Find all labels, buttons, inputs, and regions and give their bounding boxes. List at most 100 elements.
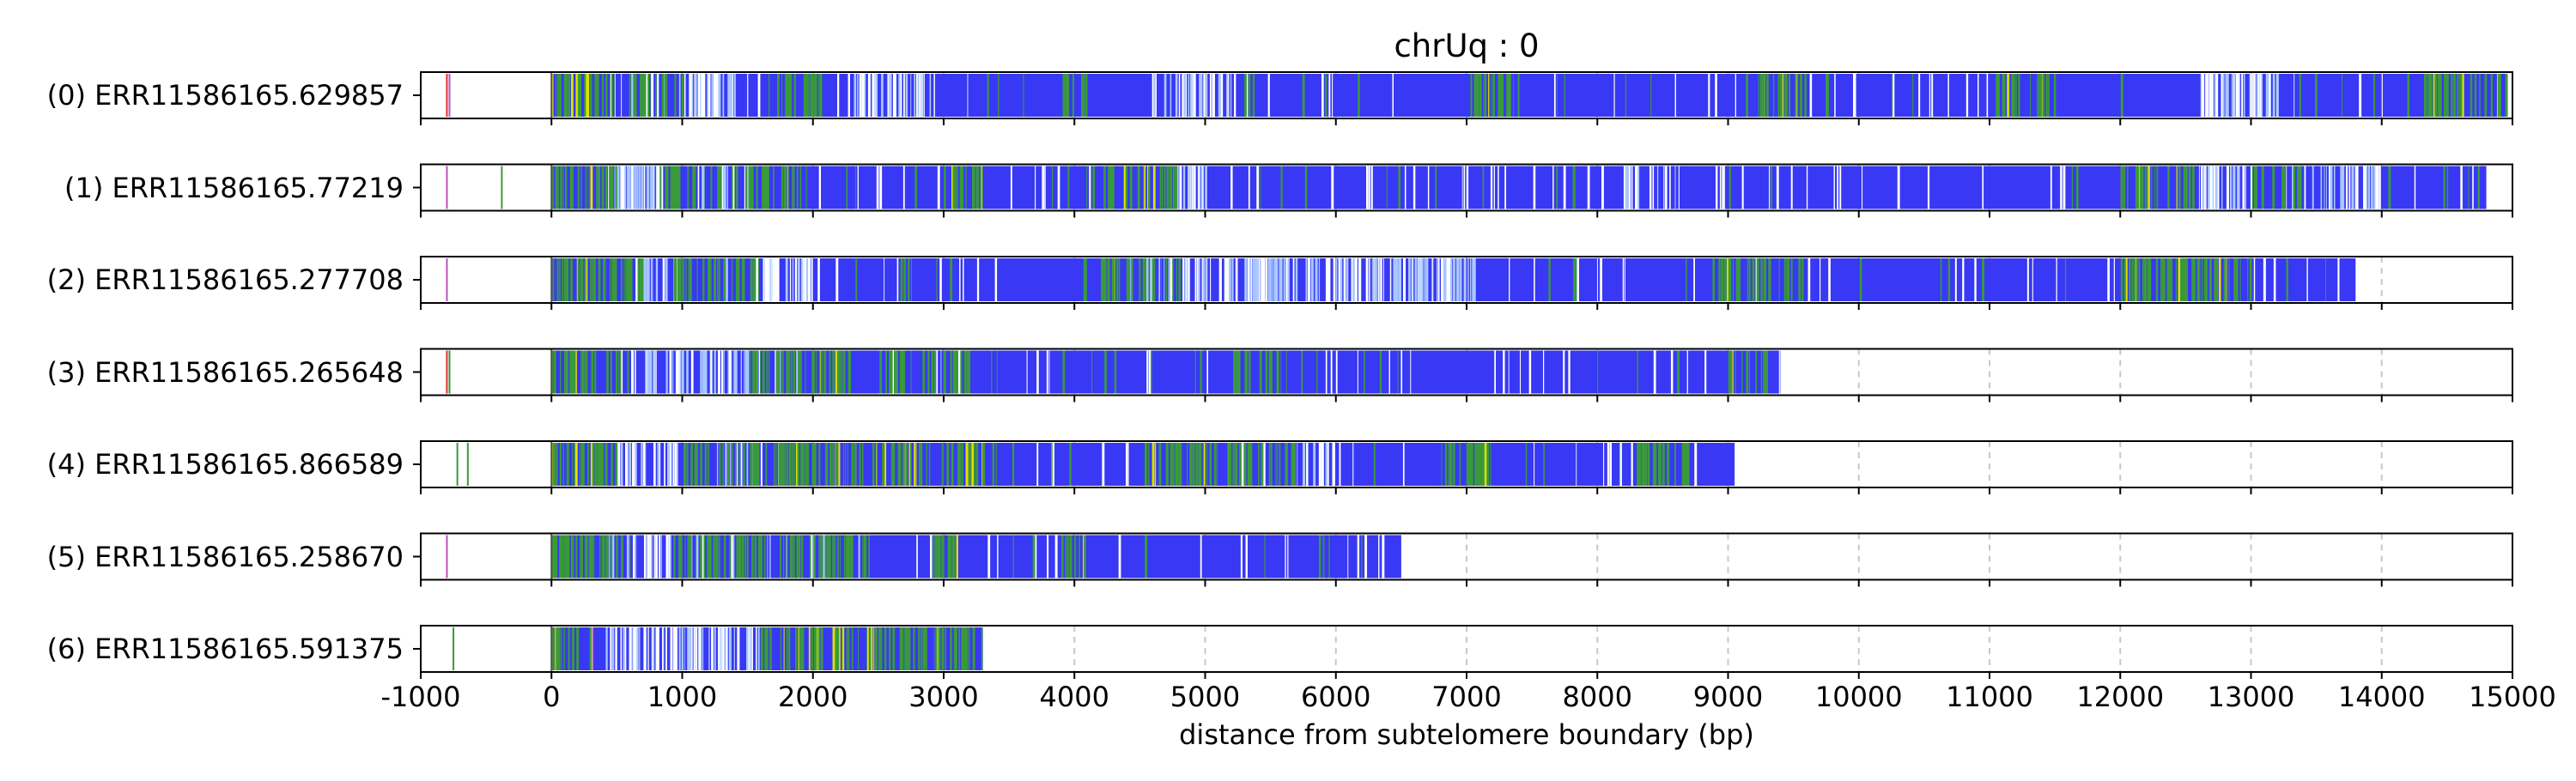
base-mark: [809, 535, 812, 578]
base-mark: [1676, 350, 1680, 394]
base-mark: [792, 443, 794, 486]
base-mark: [572, 627, 574, 670]
base-mark: [996, 350, 998, 394]
base-mark: [1316, 350, 1318, 394]
base-mark: [1354, 258, 1357, 301]
base-mark: [708, 535, 710, 578]
base-mark: [2037, 74, 2039, 117]
base-mark: [1143, 166, 1145, 209]
base-mark: [1761, 74, 1764, 117]
base-mark: [2163, 258, 2166, 301]
base-mark: [553, 443, 556, 486]
base-mark: [1746, 74, 1748, 117]
base-mark: [910, 350, 912, 394]
base-mark: [732, 74, 734, 117]
base-mark: [1501, 74, 1504, 117]
base-mark: [1187, 258, 1190, 301]
base-mark: [1441, 258, 1443, 301]
base-mark: [605, 74, 608, 117]
base-mark: [665, 535, 669, 578]
base-mark: [626, 535, 629, 578]
base-mark: [674, 627, 676, 670]
base-mark: [904, 627, 907, 670]
base-mark: [744, 535, 747, 578]
base-mark: [800, 258, 804, 301]
base-mark: [2251, 166, 2253, 209]
base-mark: [764, 258, 768, 301]
base-mark: [1248, 74, 1251, 117]
base-mark: [726, 627, 727, 670]
base-mark: [759, 535, 761, 578]
base-mark: [1674, 443, 1677, 486]
base-mark: [781, 74, 783, 117]
base-mark: [1155, 166, 1157, 209]
base-mark: [804, 258, 807, 301]
base-mark: [2325, 258, 2326, 301]
base-mark: [1760, 258, 1762, 301]
base-mark: [740, 350, 743, 394]
base-mark: [963, 350, 967, 394]
base-mark: [555, 627, 556, 670]
base-mark: [1148, 443, 1150, 486]
base-mark: [1113, 258, 1115, 301]
base-mark: [2272, 166, 2275, 209]
base-mark: [553, 350, 556, 394]
base-mark: [1382, 535, 1385, 578]
base-mark: [783, 627, 785, 670]
base-mark: [1126, 258, 1128, 301]
base-mark: [1212, 74, 1215, 117]
base-mark: [1763, 350, 1765, 394]
base-mark: [916, 74, 918, 117]
base-mark: [636, 258, 640, 301]
base-mark: [1188, 74, 1189, 117]
base-mark: [723, 535, 726, 578]
base-mark: [746, 350, 750, 394]
base-mark: [811, 258, 813, 301]
base-mark: [936, 258, 938, 301]
base-mark: [850, 535, 852, 578]
base-mark: [1346, 258, 1349, 301]
base-mark: [2496, 74, 2499, 117]
base-mark: [1488, 74, 1490, 117]
base-mark: [2040, 74, 2043, 117]
base-mark: [1396, 258, 1399, 301]
base-mark: [1650, 74, 1652, 117]
base-mark: [975, 166, 977, 209]
base-mark: [1176, 443, 1177, 486]
base-mark: [896, 350, 898, 394]
base-mark: [2002, 74, 2005, 117]
base-mark: [1226, 258, 1230, 301]
base-mark: [892, 443, 896, 486]
base-mark: [2250, 166, 2252, 209]
base-mark: [1393, 258, 1395, 301]
base-mark: [1509, 258, 1510, 301]
base-mark: [1273, 258, 1277, 301]
base-mark: [665, 166, 669, 209]
base-mark: [584, 74, 586, 117]
base-mark: [798, 627, 799, 670]
base-mark: [788, 627, 791, 670]
base-mark: [1481, 443, 1484, 486]
base-mark: [2379, 166, 2381, 209]
base-mark: [2166, 258, 2169, 301]
base-mark: [1736, 258, 1740, 301]
base-mark: [812, 350, 814, 394]
base-mark: [2314, 74, 2318, 117]
base-mark: [1525, 443, 1528, 486]
base-mark: [1667, 443, 1668, 486]
base-mark: [1491, 74, 1492, 117]
base-mark: [686, 350, 688, 394]
base-mark: [2253, 258, 2256, 301]
base-mark: [1398, 166, 1400, 209]
base-mark: [1444, 258, 1448, 301]
base-mark: [933, 627, 935, 670]
base-mark: [1178, 74, 1181, 117]
base-mark: [1352, 258, 1354, 301]
base-mark: [736, 535, 738, 578]
base-mark: [947, 535, 950, 578]
read-label: (0) ERR11586165.629857: [46, 79, 404, 112]
base-mark: [2286, 258, 2288, 301]
base-mark: [1492, 74, 1496, 117]
base-mark: [731, 535, 733, 578]
base-mark: [1165, 443, 1168, 486]
